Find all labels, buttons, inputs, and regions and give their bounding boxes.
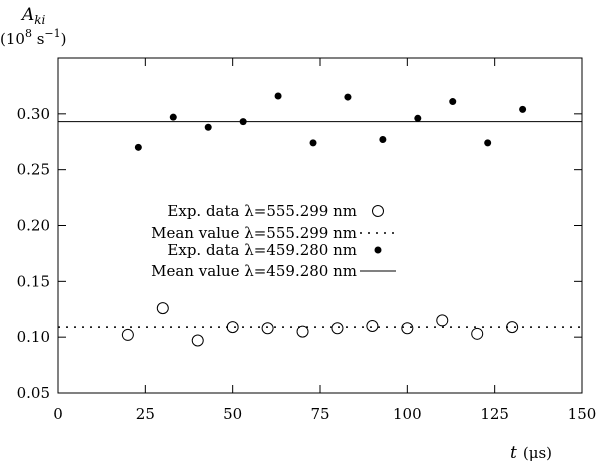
data-point [204,123,212,131]
data-point [156,302,169,315]
data-point [134,143,142,151]
legend: Exp. data λ=555.299 nm Mean value λ=555.2… [151,202,396,280]
y-tick-label: 0.05 [17,384,50,402]
data-point [296,325,309,338]
x-tick-label: 100 [393,405,422,423]
data-point [169,113,177,121]
legend-label: Mean value λ=459.280 nm [151,262,357,280]
legend-label: Exp. data λ=555.299 nm [167,202,357,220]
x-axis-unit: (μs) [523,444,552,462]
legend-item: Exp. data λ=459.280 nm [167,241,382,259]
data-point [449,98,457,106]
y-axis-unit: (108 s−1) [0,27,67,48]
y-axis-symbol: A [20,5,34,25]
data-point [226,321,239,334]
data-point [344,93,352,101]
x-tick-label: 75 [310,405,329,423]
data-point [401,322,414,335]
data-point [331,322,344,335]
series-0 [121,302,519,347]
data-point [274,92,282,100]
data-point [261,322,274,335]
x-axis-title: t (μs) [510,443,552,463]
legend-item: Mean value λ=459.280 nm [151,262,396,280]
y-axis-title: Aki [20,5,46,27]
y-tick-label: 0.10 [17,328,50,346]
data-point [121,328,134,341]
legend-label: Exp. data λ=459.280 nm [167,241,357,259]
data-point [471,327,484,340]
y-axis-subscript: ki [34,13,45,27]
data-point [414,114,422,122]
x-tick-label: 0 [53,405,63,423]
y-tick-label: 0.15 [17,272,50,290]
data-point [379,136,387,144]
x-tick-label: 25 [136,405,155,423]
y-tick-label: 0.25 [17,161,50,179]
series-layer [58,92,582,347]
y-tick-label: 0.30 [17,105,50,123]
x-axis-symbol: t [510,443,517,463]
y-tick-label: 0.20 [17,217,50,235]
data-point [309,139,317,147]
legend-marker [374,246,382,254]
axis-ticks: 0 25 50 75 100 125 150 0.05 0.10 0.15 0.20 0.25 0.30 [17,58,597,423]
data-point [436,314,449,327]
data-point [191,334,204,347]
data-point [366,320,379,332]
series-2 [134,92,527,151]
x-tick-label: 50 [223,405,242,423]
legend-item: Exp. data λ=555.299 nm [167,202,384,220]
x-tick-label: 125 [480,405,509,423]
legend-item: Mean value λ=555.299 nm [151,224,396,242]
legend-label: Mean value λ=555.299 nm [151,224,357,242]
x-tick-label: 150 [568,405,597,423]
data-point [519,105,527,113]
legend-marker [372,205,384,217]
data-point [484,139,492,147]
